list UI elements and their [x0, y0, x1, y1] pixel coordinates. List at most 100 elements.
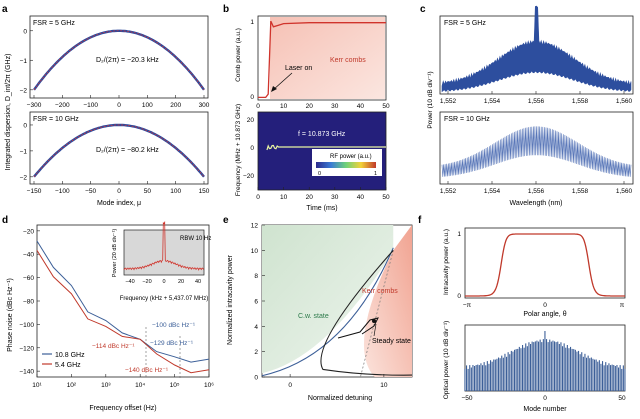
panel-c-ylabel: Power (10 dB div⁻¹)	[427, 71, 434, 128]
panel-b-xlabel: Time (ms)	[306, 205, 337, 212]
panel-e-dashed-line	[360, 250, 394, 378]
panel-b-top-ytick-1: 1	[250, 19, 254, 26]
panel-f-mode-bar	[574, 349, 576, 391]
panel-f-mode-bar	[587, 355, 589, 391]
panel-b-bottom-ylabel: Frequency (MHz + 10.873 GHz)	[235, 104, 242, 196]
panel-c-xlabel: Wavelength (nm)	[509, 200, 562, 207]
panel-b-kerr-region	[270, 17, 385, 99]
panel-d-xtick-label: 10²	[67, 382, 77, 389]
panel-f-bottom-xtick-1: 0	[543, 395, 547, 402]
panel-b-laser-on: Laser on	[285, 65, 312, 72]
panel-e-xticks: 0 10	[288, 374, 388, 389]
panel-f-mode-bar	[466, 365, 468, 391]
panel-d-xticks: 10¹ 10² 10³ 10⁴ 10⁵ 10⁶	[32, 374, 214, 389]
panel-a-ytick-label: −1	[20, 148, 28, 155]
panel-f-mode-bar	[568, 348, 570, 391]
panel-b-xtick-label: 20	[306, 194, 314, 201]
panel-e: Normalized intracavity power Steady stat…	[227, 223, 413, 402]
panel-d-inset-xtick-label: 20	[178, 279, 184, 285]
panel-f-mode-bar	[518, 346, 520, 391]
panel-d-yticks: −20 −40 −60 −80 −100 −120 −140	[19, 228, 40, 376]
panel-b-top-xtick-label: 40	[357, 103, 365, 110]
panel-e-steady-point	[372, 319, 376, 323]
panel-b-top-ylabel: Comb power (a.u.)	[235, 28, 242, 82]
panel-f-mode-bar	[482, 365, 484, 391]
panel-f-mode-bar	[552, 340, 554, 391]
panel-f-mode-bar	[578, 350, 580, 391]
panel-c-xtick-label: 1,558	[572, 98, 589, 105]
panel-f-top-curve	[465, 233, 625, 297]
panel-d-inset-xtick-label: 40	[195, 279, 201, 285]
panel-f-top-ytick-1: 1	[457, 231, 461, 238]
panel-f-mode-bar	[586, 357, 588, 391]
panel-d-ytick-label: −20	[23, 228, 34, 235]
panel-f-mode-bar	[539, 339, 541, 391]
panel-d-ytick-label: −100	[19, 322, 34, 329]
panel-letter-f: f	[418, 215, 422, 226]
panel-b-rf-label: RF power (a.u.)	[330, 154, 372, 160]
panel-f-mode-bar	[517, 348, 519, 391]
panel-b-xtick-label: 50	[382, 194, 390, 201]
panel-f-mode-bar	[549, 339, 551, 391]
panel-e-lower-branch	[320, 249, 413, 376]
panel-d-annot-129: −129 dBc Hz⁻¹	[150, 340, 194, 347]
panel-b-rf-colorbar	[316, 162, 376, 168]
panel-f-mode-bar	[515, 349, 517, 391]
panel-c-xtick-label: 1,556	[528, 98, 545, 105]
panel-b-heatmap-trace	[266, 144, 386, 151]
panel-e-ytick-label: 12	[251, 223, 259, 230]
panel-a-xtick-label: 100	[170, 188, 181, 195]
panel-f-mode-bar	[526, 346, 528, 391]
panel-e-xtick-label: 0	[288, 382, 292, 389]
panel-b-laser-arrow	[272, 72, 293, 91]
panel-b-rf-tick-1: 1	[374, 171, 377, 177]
panel-d-xtick-label: 10⁶	[204, 382, 214, 389]
panel-a-xtick-label: −200	[55, 102, 70, 109]
panel-f-mode-bar	[507, 352, 509, 391]
panel-f-mode-bar	[563, 343, 565, 391]
panel-d-inset-xticks: −40 −20 0 20 40	[125, 279, 201, 285]
panel-a-ytick-label: −1	[20, 58, 28, 65]
panel-letter-a: a	[2, 4, 8, 15]
panel-a-ytick-label: −2	[20, 87, 28, 94]
panel-f-mode-bar	[509, 354, 511, 391]
panel-f-mode-bar	[477, 364, 479, 391]
panel-f-mode-bar	[530, 344, 532, 391]
panel-a-bottom-fsr: FSR = 10 GHz	[33, 116, 79, 123]
panel-f-mode-bar	[589, 358, 591, 391]
panel-e-cw-region	[262, 225, 394, 374]
panel-d-ylabel: Phase noise (dBc Hz⁻¹)	[7, 278, 14, 352]
panel-f-mode-bar	[555, 342, 557, 391]
panel-e-xlabel: Normalized detuning	[308, 395, 372, 402]
panel-a-xtick-label: 50	[144, 188, 152, 195]
panel-a-xlabel: Mode index, μ	[97, 200, 141, 207]
panel-f-mode-bar	[494, 359, 496, 391]
panel-d-annot-114: −114 dBc Hz⁻¹	[92, 343, 135, 350]
panel-b-ytick-label: 0	[250, 145, 254, 152]
panel-f-mode-bar	[608, 363, 610, 391]
panel-f-mode-bar	[534, 341, 536, 391]
panel-f-mode-bar	[614, 366, 616, 391]
panel-f-mode-bar	[597, 361, 599, 391]
panel-f-mode-bar	[531, 341, 533, 391]
panel-f-top-frame	[464, 227, 626, 299]
panel-c-bottom-spectrum	[441, 126, 632, 177]
panel-b-rf-tick-0: 0	[318, 171, 321, 177]
panel-e-ytick-label: 0	[254, 375, 258, 382]
panel-d-ytick-label: −80	[23, 299, 34, 306]
panel-a-xtick-label: −100	[55, 188, 70, 195]
panel-b-xticks: 0 10 20 30 40 50	[256, 187, 390, 201]
panel-a-xtick-label: 100	[142, 102, 153, 109]
panel-f-mode-bar	[490, 360, 492, 391]
panel-f-mode-bar	[475, 365, 477, 391]
panel-f-mode-bar	[606, 365, 608, 391]
panel-d-annot-100: −100 dBc Hz⁻¹	[152, 322, 196, 329]
panel-e-steady-arrow	[373, 323, 377, 337]
panel-a-xtick-label: 200	[170, 102, 181, 109]
panel-a-xtick-label: 0	[117, 102, 121, 109]
panel-f-mode-bar	[510, 350, 512, 391]
panel-f-mode-bar	[488, 363, 490, 391]
panel-e-cw-label: C.w. state	[298, 313, 329, 320]
panel-b-bottom-yticks: 20 0 −20	[243, 117, 254, 180]
panel-c-xtick-label: 1,560	[616, 188, 633, 195]
